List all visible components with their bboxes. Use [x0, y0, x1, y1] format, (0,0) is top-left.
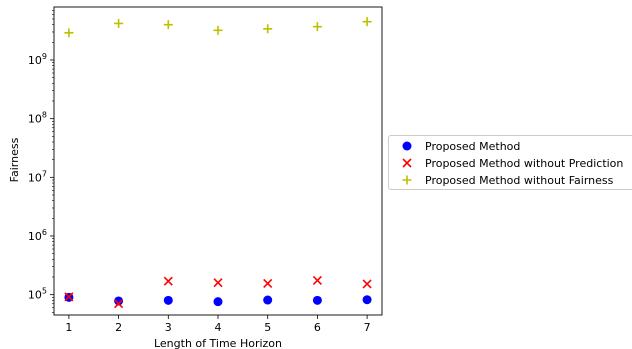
series-1-point-6 — [312, 295, 322, 305]
series-3-point-5 — [263, 24, 273, 34]
series-1-point-3 — [163, 295, 173, 305]
legend-item-without-prediction: Proposed Method without Prediction — [389, 154, 623, 172]
plot-area — [53, 6, 383, 316]
y-tick-label: 105 — [28, 287, 47, 302]
series-2-point-2 — [114, 299, 124, 309]
y-tick-label: 107 — [28, 169, 47, 184]
x-axis-label: Length of Time Horizon — [154, 337, 282, 349]
x-tick-label: 2 — [115, 321, 122, 334]
legend-item-without-fairness: Proposed Method without Fairness — [389, 171, 613, 189]
series-2-point-4 — [213, 278, 223, 288]
series-3-point-4 — [213, 25, 223, 35]
x-tick-label: 1 — [65, 321, 72, 334]
series-2-point-6 — [312, 275, 322, 285]
legend-plus-marker — [402, 175, 412, 185]
legend-label-without-fairness: Proposed Method without Fairness — [425, 173, 614, 187]
y-tick-label: 109 — [28, 52, 47, 67]
series-2-point-5 — [263, 278, 273, 289]
series-3-point-3 — [163, 20, 173, 30]
legend: Proposed Method Proposed Method without … — [388, 135, 632, 190]
series-1-point-2 — [114, 296, 124, 306]
x-axis-ticks: 1 2 3 4 5 6 7 — [65, 315, 371, 334]
legend-circle-marker — [402, 141, 412, 151]
series-3-point-6 — [312, 22, 322, 32]
x-tick-label: 3 — [165, 321, 172, 334]
series-3-point-2 — [114, 18, 124, 28]
y-tick-label: 106 — [28, 228, 47, 243]
x-tick-label: 4 — [215, 321, 222, 334]
plot-frame — [53, 6, 383, 316]
series-3-point-7 — [362, 17, 372, 27]
x-tick-label: 6 — [314, 321, 321, 334]
y-axis-ticks: 105 106 107 108 109 — [28, 10, 54, 313]
legend-item-proposed-method: Proposed Method — [389, 137, 520, 155]
series-2-point-1 — [64, 292, 74, 302]
data-marks — [64, 17, 372, 309]
x-tick-label: 7 — [364, 321, 371, 334]
series-1-point-4 — [213, 297, 223, 307]
x-tick-label: 5 — [264, 321, 271, 334]
series-2-point-3 — [163, 276, 173, 286]
series-3-point-1 — [64, 28, 74, 38]
legend-label-without-prediction: Proposed Method without Prediction — [425, 156, 624, 170]
legend-label-proposed-method: Proposed Method — [425, 139, 521, 153]
y-axis-label: Fairness — [8, 137, 21, 182]
y-tick-label: 108 — [28, 111, 47, 126]
series-1-point-7 — [362, 295, 372, 305]
series-1-point-5 — [263, 295, 273, 305]
legend-x-marker — [402, 158, 412, 168]
series-2-point-7 — [362, 279, 372, 289]
